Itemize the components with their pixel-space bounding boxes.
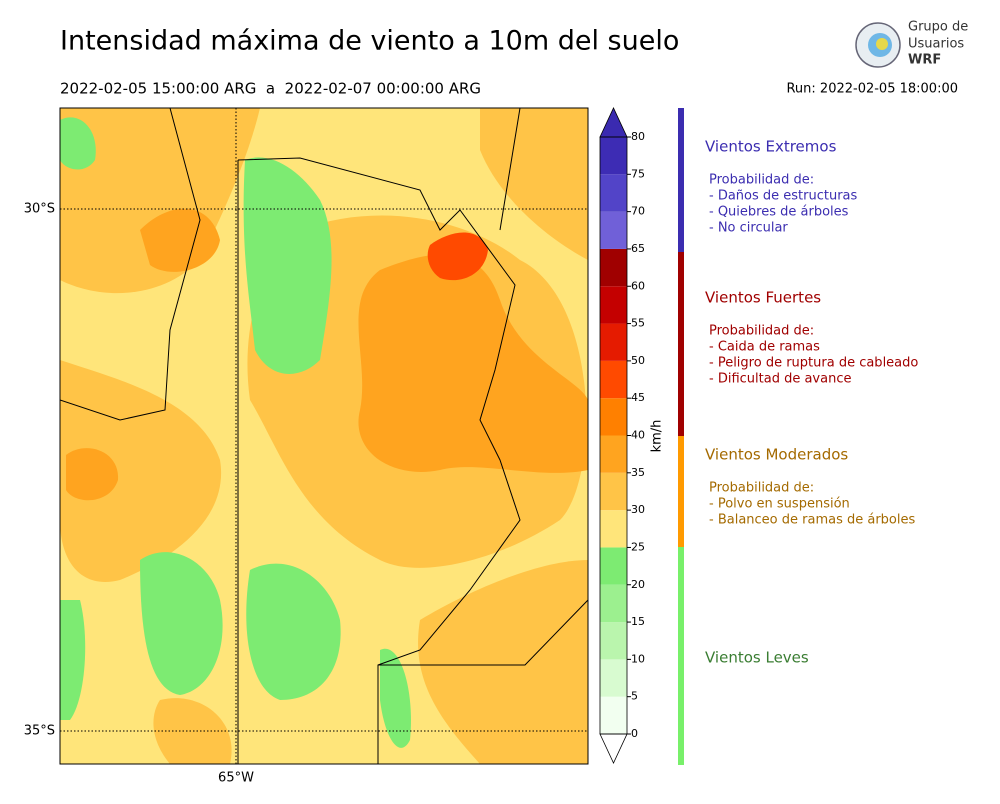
colorbar-bin bbox=[600, 174, 627, 212]
graticule bbox=[60, 108, 588, 764]
colorbar-tick-label: 35 bbox=[631, 466, 645, 479]
colorbar-bin bbox=[600, 659, 627, 697]
legend-line: Probabilidad de: bbox=[709, 173, 814, 188]
colorbar-tick-label: 80 bbox=[631, 130, 645, 143]
legend-line: - Peligro de ruptura de cableado bbox=[709, 356, 918, 371]
colorbar-tick-label: 70 bbox=[631, 205, 645, 218]
colorbar-bin bbox=[600, 286, 627, 324]
legend-line: - Balanceo de ramas de árboles bbox=[709, 513, 915, 528]
title: Intensidad máxima de viento a 10m del su… bbox=[60, 26, 679, 57]
logo-text: Usuarios bbox=[908, 37, 964, 52]
colorbar-bin bbox=[600, 510, 627, 548]
legend-line: - Polvo en suspensión bbox=[709, 497, 850, 512]
stronger-areas bbox=[66, 208, 588, 501]
colorbar-bin bbox=[600, 248, 627, 287]
colorbar-bin bbox=[600, 622, 627, 660]
map-frame bbox=[59, 107, 589, 765]
colorbar-bin bbox=[600, 547, 627, 585]
logo-text: Grupo de bbox=[908, 20, 968, 35]
colorbar-tick-label: 20 bbox=[631, 578, 645, 591]
legend-title: Vientos Leves bbox=[705, 649, 809, 667]
legend-bar bbox=[678, 547, 684, 765]
colorbar-tick-label: 50 bbox=[631, 354, 645, 367]
legend-title: Vientos Extremos bbox=[705, 138, 837, 156]
colorbar-bin bbox=[600, 137, 627, 175]
colorbar-bin bbox=[600, 472, 627, 511]
colorbar-tick-label: 25 bbox=[631, 540, 645, 553]
legend-title: Vientos Fuertes bbox=[705, 289, 821, 307]
legend-line: Probabilidad de: bbox=[709, 324, 814, 339]
colorbar-bin bbox=[600, 323, 627, 361]
colorbar-tick-label: 60 bbox=[631, 279, 645, 292]
legend-bar bbox=[678, 108, 684, 252]
colorbar-tick-label: 5 bbox=[631, 690, 638, 703]
legend-line: - Daños de estructuras bbox=[709, 189, 858, 204]
colorbar-extend-low bbox=[599, 733, 628, 764]
colorbar-bin bbox=[600, 211, 627, 249]
colorbar-tick-label: 75 bbox=[631, 167, 645, 180]
strong-area bbox=[427, 232, 488, 281]
legend-bar bbox=[678, 252, 684, 436]
colorbar-bin bbox=[600, 435, 627, 473]
colorbar-tick-label: 65 bbox=[631, 242, 645, 255]
legend-line: - Caida de ramas bbox=[709, 340, 820, 355]
legend-line: - No circular bbox=[709, 221, 788, 236]
period: 2022-02-05 15:00:00 ARG a 2022-02-07 00:… bbox=[60, 80, 481, 98]
legend-line: - Dificultad de avance bbox=[709, 372, 851, 387]
legend-title: Vientos Moderados bbox=[705, 446, 848, 464]
moderate-areas bbox=[60, 108, 588, 764]
legend-line: Probabilidad de: bbox=[709, 481, 814, 496]
lon-label: 65°W bbox=[218, 771, 254, 786]
map bbox=[60, 108, 588, 764]
logo: Grupo de Usuarios WRF bbox=[855, 20, 968, 68]
colorbar-bin bbox=[600, 360, 627, 399]
lat-label: 35°S bbox=[24, 724, 55, 739]
logo-eye bbox=[876, 38, 888, 50]
lat-label: 30°S bbox=[24, 202, 55, 217]
colorbar-tick-label: 30 bbox=[631, 503, 645, 516]
colorbar-bin bbox=[600, 398, 627, 436]
colorbar-tick-label: 40 bbox=[631, 429, 645, 442]
colorbar-tick-label: 55 bbox=[631, 317, 645, 330]
borders bbox=[60, 108, 588, 764]
colorbar-tick-label: 45 bbox=[631, 391, 645, 404]
colorbar-tick-label: 0 bbox=[631, 727, 638, 740]
colorbar-extend-high bbox=[599, 107, 628, 138]
legend-bar bbox=[678, 436, 684, 547]
logo-text: WRF bbox=[908, 53, 941, 68]
colorbar-bin bbox=[600, 696, 627, 734]
colorbar-tick-label: 15 bbox=[631, 615, 645, 628]
run: Run: 2022-02-05 18:00:00 bbox=[786, 82, 958, 97]
colorbar-label: km/h bbox=[650, 420, 665, 453]
colorbar-tick-label: 10 bbox=[631, 652, 645, 665]
legend-line: - Quiebres de árboles bbox=[709, 205, 849, 220]
light-areas bbox=[60, 117, 411, 748]
colorbar-bin bbox=[600, 584, 627, 623]
